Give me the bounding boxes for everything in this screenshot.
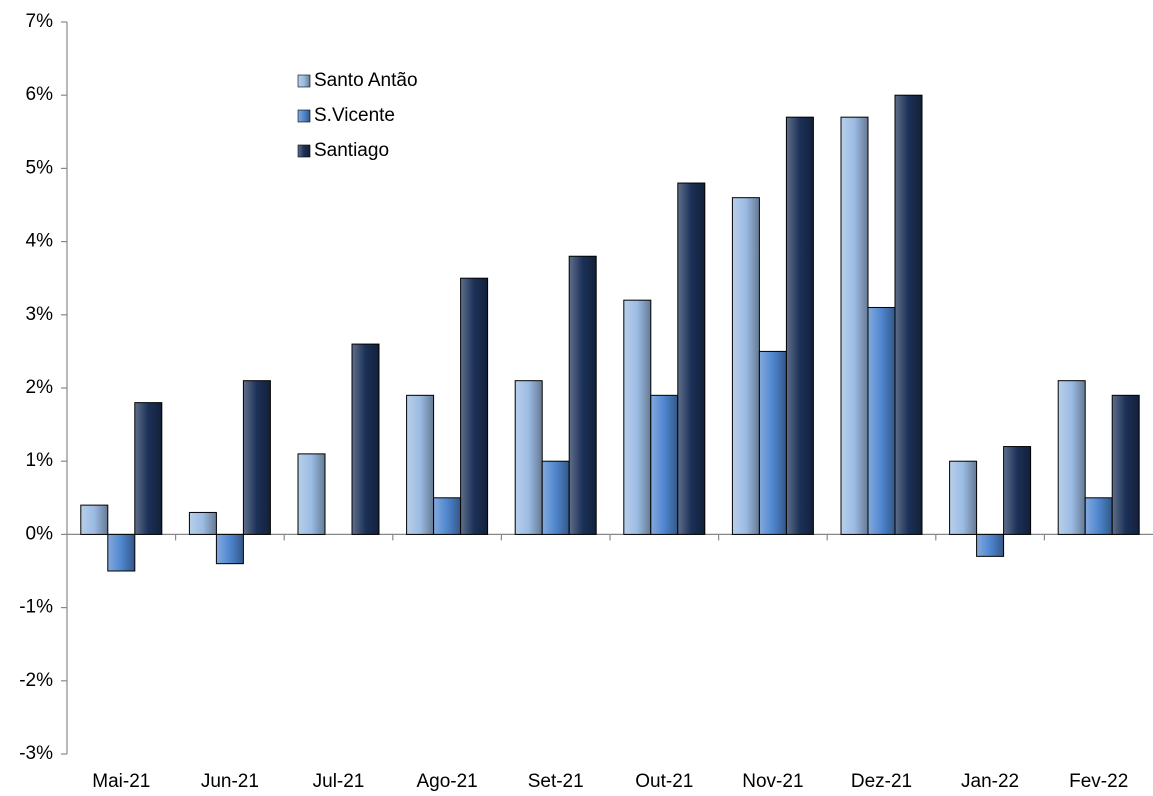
bar (949, 460, 978, 535)
bar (406, 394, 435, 535)
legend-swatch (297, 74, 311, 88)
y-tick-label: 0% (26, 523, 54, 544)
bar (976, 533, 1005, 557)
bar (433, 497, 462, 535)
bar (840, 116, 869, 535)
bar (894, 94, 923, 535)
bar (514, 380, 543, 535)
x-tick-label: Ago-21 (416, 771, 477, 792)
bar (785, 116, 814, 535)
bar (677, 182, 706, 535)
y-tick-label: 7% (26, 11, 54, 32)
legend-label: Santo Antão (314, 70, 418, 91)
x-tick-label: Out-21 (635, 771, 693, 792)
bar (1084, 497, 1113, 535)
y-tick-label: 5% (26, 157, 54, 178)
bar (188, 511, 217, 535)
bar (215, 533, 244, 565)
bar (80, 504, 109, 535)
bar (758, 350, 787, 535)
bar (568, 255, 597, 535)
bar (867, 306, 896, 535)
bar (242, 380, 271, 535)
y-tick-label: 4% (26, 231, 54, 252)
bar (650, 394, 679, 535)
x-tick-label: Nov-21 (742, 771, 803, 792)
y-tick-label: 1% (26, 450, 54, 471)
legend-swatch (297, 109, 311, 123)
x-tick-label: Jan-22 (961, 771, 1019, 792)
y-tick-label: -1% (19, 597, 53, 618)
legend-label: Santiago (314, 140, 389, 161)
bar (134, 402, 163, 535)
y-tick-label: 6% (26, 84, 54, 105)
bar (1111, 394, 1140, 535)
bar (297, 453, 326, 535)
bar (107, 533, 136, 572)
bar (1057, 380, 1086, 535)
legend-swatch (297, 144, 311, 158)
x-tick-label: Fev-22 (1069, 771, 1128, 792)
y-tick-label: 2% (26, 377, 54, 398)
bar (623, 299, 652, 535)
y-tick-label: -2% (19, 670, 53, 691)
bar (541, 460, 570, 535)
x-tick-label: Jun-21 (201, 771, 259, 792)
x-tick-label: Mai-21 (92, 771, 150, 792)
legend-label: S.Vicente (314, 105, 395, 126)
y-tick-label: 3% (26, 304, 54, 325)
x-tick-label: Dez-21 (851, 771, 912, 792)
x-tick-label: Set-21 (528, 771, 584, 792)
bar (731, 197, 760, 535)
y-tick-label: -3% (19, 743, 53, 764)
bar (351, 343, 380, 535)
bar (1003, 446, 1032, 535)
x-tick-label: Jul-21 (313, 771, 365, 792)
bar (460, 277, 489, 535)
